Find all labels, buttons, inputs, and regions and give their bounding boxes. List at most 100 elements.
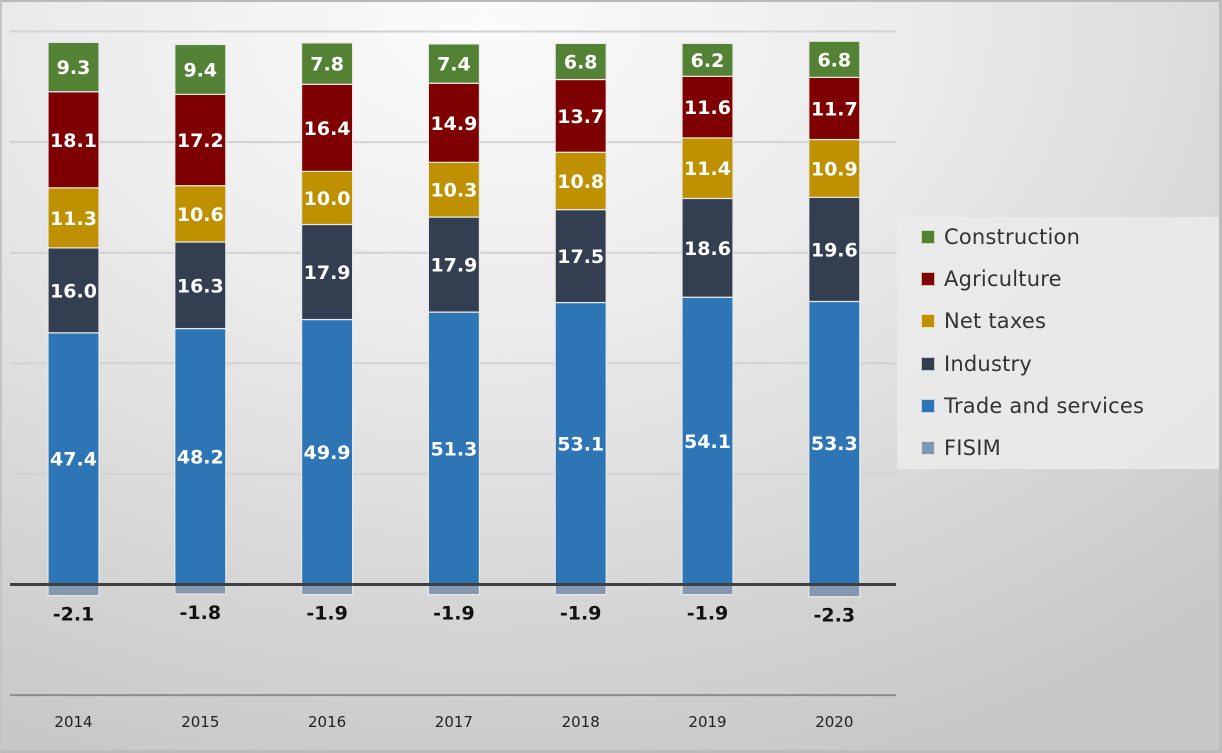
legend-swatch-icon	[921, 441, 935, 455]
data-label-construction-2016: 7.8	[310, 54, 344, 76]
data-label-construction-2020: 6.8	[817, 49, 851, 71]
legend-item: Agriculture	[921, 264, 1062, 294]
data-label-construction-2018: 6.8	[564, 51, 598, 73]
bar-net-taxes-2017	[427, 161, 480, 218]
legend-label: Industry	[944, 351, 1032, 376]
data-label-construction-2014: 9.3	[57, 57, 91, 79]
bar-agriculture-2017	[427, 82, 480, 163]
legend-item: Net taxes	[921, 306, 1046, 336]
bar-construction-2015	[174, 43, 227, 95]
data-label-trade-and-services-2018: 53.1	[557, 434, 604, 456]
legend-swatch-icon	[921, 230, 935, 244]
data-label-industry-2019: 18.6	[684, 238, 731, 260]
data-label-agriculture-2014: 18.1	[50, 130, 97, 152]
legend: Construction Agriculture Net taxes Industry…	[897, 217, 1219, 469]
legend-label: Construction	[944, 225, 1081, 249]
data-label-fisim-2018: -1.9	[560, 603, 602, 625]
legend-label: Trade and services	[944, 393, 1145, 418]
legend-swatch-icon	[921, 272, 935, 287]
bar-fisim-2019	[681, 583, 734, 596]
x-tick-label: 2017	[435, 713, 473, 731]
bar-net-taxes-2015	[174, 185, 227, 243]
data-label-trade-and-services-2017: 51.3	[430, 438, 477, 460]
bar-construction-2017	[427, 43, 480, 84]
legend-swatch-icon	[921, 356, 935, 371]
bar-trade-and-services-2015	[174, 327, 227, 586]
data-label-agriculture-2015: 17.2	[177, 130, 224, 152]
bar-agriculture-2019	[681, 75, 734, 139]
bar-fisim-2018	[554, 583, 607, 596]
data-label-fisim-2015: -1.8	[180, 602, 222, 624]
data-label-trade-and-services-2016: 49.9	[304, 442, 351, 464]
bar-trade-and-services-2020	[808, 300, 861, 586]
data-label-fisim-2019: -1.9	[687, 603, 729, 625]
data-label-net-taxes-2016: 10.0	[304, 188, 351, 210]
bar-construction-2020	[808, 40, 861, 78]
data-label-industry-2015: 16.3	[177, 275, 224, 297]
data-label-construction-2017: 7.4	[437, 54, 471, 76]
bar-trade-and-services-2014	[47, 332, 100, 586]
bar-net-taxes-2020	[808, 138, 861, 199]
bar-agriculture-2016	[301, 83, 354, 172]
data-label-net-taxes-2015: 10.6	[177, 204, 224, 226]
x-tick-label: 2015	[181, 713, 219, 731]
data-label-fisim-2020: -2.3	[814, 605, 856, 627]
legend-label: FISIM	[944, 436, 1001, 460]
data-label-net-taxes-2014: 11.3	[50, 208, 97, 230]
data-labels: -2.1 47.4 16.0 11.3 18.1 9.3 -1.8 48.2 16.3 10.6 1…	[50, 49, 858, 626]
bar-industry-2015	[174, 241, 227, 330]
data-label-net-taxes-2018: 10.8	[557, 171, 604, 193]
data-label-construction-2019: 6.2	[691, 50, 725, 72]
legend-swatch-icon	[921, 314, 935, 329]
data-label-agriculture-2017: 14.9	[430, 113, 477, 135]
data-label-industry-2014: 16.0	[50, 280, 97, 302]
data-label-agriculture-2019: 11.6	[684, 97, 731, 119]
bars	[47, 40, 861, 598]
bar-net-taxes-2018	[554, 151, 607, 211]
data-label-fisim-2016: -1.9	[306, 603, 348, 625]
bar-agriculture-2020	[808, 76, 861, 141]
bar-construction-2014	[47, 41, 100, 93]
legend-item: Trade and services	[921, 391, 1144, 421]
x-tick-label: 2020	[815, 713, 853, 731]
x-tick-label: 2016	[308, 713, 346, 731]
legend-swatch-icon	[921, 398, 935, 413]
data-label-net-taxes-2020: 10.9	[811, 158, 858, 180]
x-tick-label: 2019	[688, 713, 726, 731]
data-label-net-taxes-2017: 10.3	[430, 180, 477, 202]
data-label-trade-and-services-2019: 54.1	[684, 431, 731, 453]
legend-label: Net taxes	[944, 309, 1047, 334]
bar-fisim-2020	[808, 583, 861, 598]
bar-fisim-2017	[427, 583, 480, 596]
data-label-industry-2018: 17.5	[557, 246, 604, 268]
bar-industry-2017	[427, 216, 480, 313]
legend-item: FISIM	[921, 433, 1001, 463]
data-label-net-taxes-2019: 11.4	[684, 158, 731, 180]
data-label-trade-and-services-2015: 48.2	[177, 447, 224, 469]
data-label-fisim-2014: -2.1	[53, 604, 95, 626]
data-label-industry-2017: 17.9	[430, 255, 477, 277]
data-label-fisim-2017: -1.9	[433, 603, 475, 625]
bar-construction-2016	[301, 42, 354, 85]
legend-label: Agriculture	[944, 267, 1062, 292]
bar-fisim-2014	[47, 583, 100, 597]
data-label-trade-and-services-2014: 47.4	[50, 449, 97, 471]
bar-agriculture-2018	[554, 78, 607, 153]
bar-net-taxes-2019	[681, 137, 734, 200]
x-tick-label: 2014	[54, 713, 92, 731]
bar-industry-2016	[301, 223, 354, 321]
x-axis-labels: 2014 2015 2016 2017 2018 2019 2020	[54, 713, 853, 731]
legend-item: Construction	[921, 222, 1080, 252]
bar-trade-and-services-2016	[301, 318, 354, 586]
bar-construction-2018	[554, 42, 607, 81]
bar-industry-2019	[681, 197, 734, 298]
data-label-construction-2015: 9.4	[183, 59, 217, 81]
data-label-agriculture-2020: 11.7	[811, 98, 858, 120]
bar-fisim-2016	[301, 583, 354, 596]
data-label-trade-and-services-2020: 53.3	[811, 433, 858, 455]
legend-item: Industry	[921, 349, 1032, 379]
bar-construction-2019	[681, 42, 734, 77]
data-label-agriculture-2016: 16.4	[304, 118, 351, 140]
data-label-agriculture-2018: 13.7	[557, 106, 604, 128]
